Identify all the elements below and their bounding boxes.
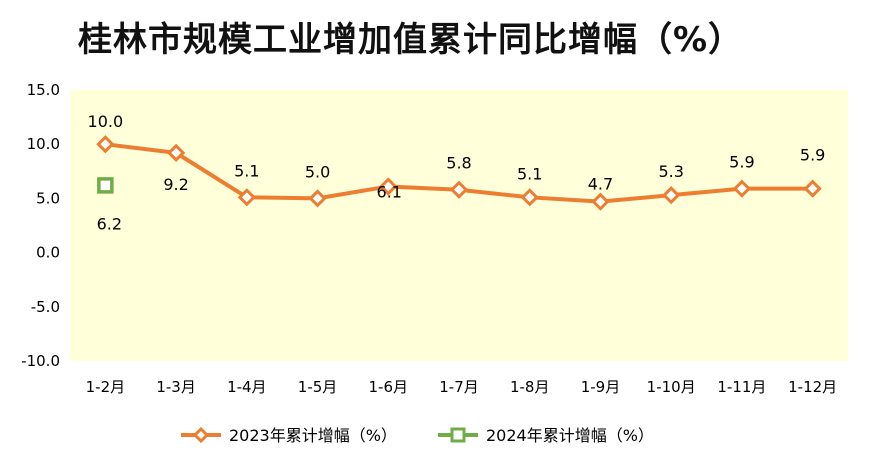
x-tick-label: 1-5月 — [298, 378, 338, 396]
y-tick-label: -5.0 — [31, 298, 60, 316]
x-axis: 1-2月 1-3月 1-4月 1-5月 1-6月 1-7月 1-8月 1-9月 1-10月 1-1… — [86, 378, 838, 396]
data-label: 9.2 — [163, 175, 188, 194]
y-axis: -10.0 -5.0 0.0 5.0 10.0 15.0 — [21, 81, 60, 370]
series-layer: 10.0 9.2 5.1 5.0 6.1 5.8 5.1 4.7 5.3 5.9 5.9 6.2 — [88, 112, 826, 233]
x-tick-label: 1-8月 — [510, 378, 550, 396]
data-label: 5.9 — [729, 153, 754, 172]
data-label: 5.9 — [800, 146, 825, 165]
data-point — [379, 177, 398, 196]
legend-label: 2024年累计增幅（%） — [486, 426, 654, 445]
data-label: 4.7 — [588, 175, 613, 194]
x-tick-label: 1-9月 — [581, 378, 621, 396]
legend-item-2024: 2024年累计增幅（%） — [438, 426, 654, 445]
data-point — [662, 186, 681, 205]
data-point — [308, 189, 327, 208]
data-point — [237, 188, 256, 207]
data-label: 5.1 — [234, 161, 259, 180]
x-tick-label: 1-12月 — [788, 378, 837, 396]
legend-marker — [450, 427, 466, 443]
series-2024: 6.2 — [97, 177, 122, 233]
y-tick-label: 0.0 — [36, 244, 60, 262]
data-label: 10.0 — [88, 112, 124, 131]
chart-title: 桂林市规模工业增加值累计同比增幅（%） — [78, 20, 744, 60]
data-label: 5.8 — [446, 154, 471, 173]
y-tick-label: 15.0 — [27, 81, 60, 99]
data-label: 6.1 — [377, 182, 402, 201]
x-tick-label: 1-10月 — [647, 378, 696, 396]
data-label: 5.0 — [305, 162, 330, 181]
legend-item-2023: 2023年累计增幅（%） — [181, 426, 397, 445]
x-tick-label: 1-11月 — [717, 378, 766, 396]
data-point — [97, 177, 114, 194]
data-point — [803, 179, 822, 198]
data-point — [166, 143, 186, 162]
legend: 2023年累计增幅（%） 2024年累计增幅（%） — [181, 426, 654, 445]
y-tick-label: 5.0 — [36, 189, 60, 207]
data-label: 6.2 — [97, 214, 122, 233]
data-label: 5.3 — [658, 162, 683, 181]
data-point — [591, 192, 610, 211]
data-label: 5.1 — [517, 164, 542, 183]
x-tick-label: 1-2月 — [86, 378, 126, 396]
data-point — [449, 180, 469, 199]
x-tick-label: 1-6月 — [369, 378, 409, 396]
legend-label: 2023年累计增幅（%） — [229, 426, 397, 445]
y-tick-label: -10.0 — [21, 352, 60, 370]
series-2023: 10.0 9.2 5.1 5.0 6.1 5.8 5.1 4.7 5.3 5.9 5.9 — [88, 112, 825, 211]
x-tick-label: 1-4月 — [227, 378, 267, 396]
y-tick-label: 10.0 — [27, 135, 60, 153]
legend-marker — [192, 426, 210, 444]
plot-area — [70, 90, 848, 361]
x-tick-label: 1-3月 — [156, 378, 196, 396]
data-point — [732, 179, 752, 198]
x-tick-label: 1-7月 — [439, 378, 479, 396]
data-point — [520, 188, 539, 207]
data-point — [96, 135, 115, 154]
